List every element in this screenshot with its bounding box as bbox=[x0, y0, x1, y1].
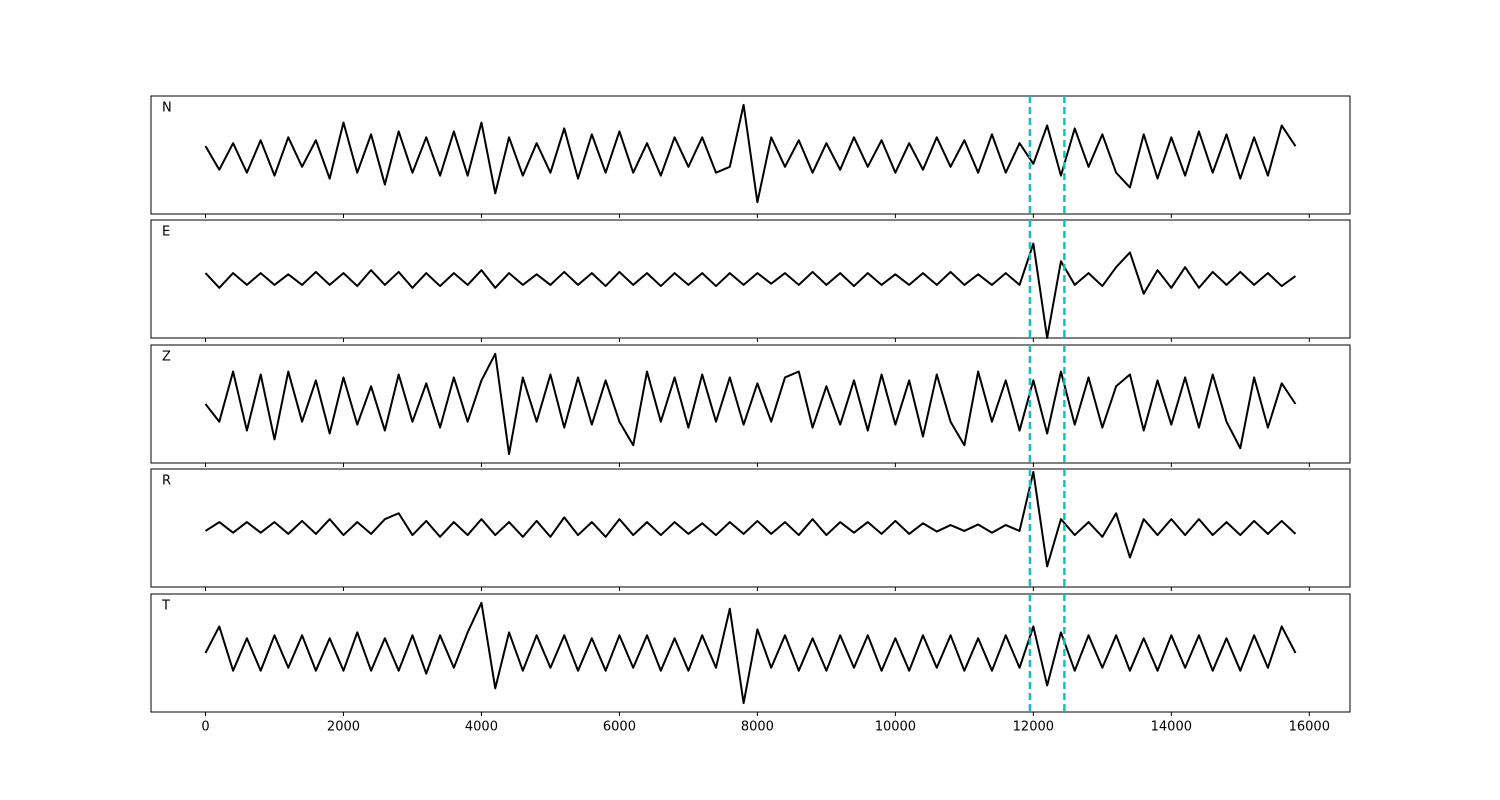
panel-frame bbox=[150, 593, 1351, 713]
x-tick-label: 4000 bbox=[465, 720, 498, 735]
waveform bbox=[204, 242, 1297, 339]
panel-label: Z bbox=[162, 350, 171, 365]
x-tick-label: 14000 bbox=[1151, 720, 1192, 735]
waveform bbox=[204, 103, 1297, 204]
x-tick-label: 6000 bbox=[603, 720, 636, 735]
panel-frame bbox=[150, 468, 1351, 588]
panel-label: T bbox=[161, 599, 170, 614]
panel-frame bbox=[150, 344, 1351, 464]
panel-label: R bbox=[162, 474, 171, 489]
waveform bbox=[204, 601, 1297, 705]
x-tick-label: 10000 bbox=[875, 720, 916, 735]
panel-frame bbox=[150, 219, 1351, 339]
waveform bbox=[204, 352, 1297, 456]
x-tick-label: 12000 bbox=[1013, 720, 1054, 735]
panel-frame bbox=[150, 95, 1351, 215]
x-tick-label: 16000 bbox=[1289, 720, 1330, 735]
panel-label: E bbox=[162, 225, 170, 240]
waveform bbox=[204, 470, 1297, 568]
x-tick-label: 8000 bbox=[741, 720, 774, 735]
x-tick-label: 0 bbox=[201, 720, 209, 735]
x-tick-label: 2000 bbox=[327, 720, 360, 735]
panel-label: N bbox=[162, 101, 172, 116]
